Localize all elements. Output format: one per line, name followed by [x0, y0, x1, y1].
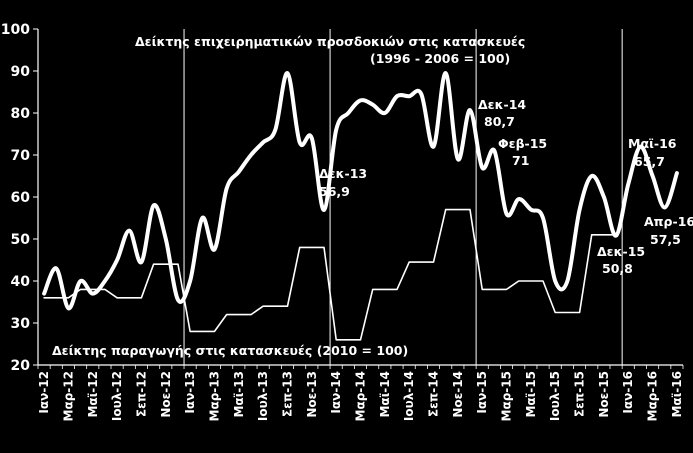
x-tick-label: Μαϊ-14: [378, 371, 392, 418]
dec15-value: 50,8: [602, 261, 633, 276]
x-axis: Ιαν-12 Μαρ-12 Μαϊ-12 Ιουλ-12 Σεπ-12 Νοε-12 Ιαν…: [37, 364, 684, 421]
x-tick-label: Ιαν-16: [621, 371, 635, 414]
x-tick-label: Ιουλ-13: [256, 371, 270, 421]
production-index-line: [43, 208, 617, 341]
dec15-label: Δεκ-15: [597, 244, 645, 259]
x-tick-label: Μαϊ-12: [86, 371, 100, 418]
series-lines: [42, 71, 679, 341]
dec14-label: Δεκ-14: [478, 97, 526, 112]
x-tick-label: Νοε-13: [305, 371, 319, 418]
x-tick-label: Μαρ-16: [646, 371, 660, 421]
y-tick-label: 50: [11, 232, 31, 248]
y-tick-label: 70: [11, 148, 31, 164]
series2-title: Δείκτης παραγωγής στις κατασκευές (2010 …: [52, 343, 408, 358]
x-tick-label: Ιουλ-15: [548, 371, 562, 421]
x-tick-label: Ιουλ-14: [402, 371, 416, 421]
may16-label: Μαϊ-16: [628, 136, 677, 151]
series1-title: Δείκτης επιχειρηματικών προσδοκιών στις …: [135, 34, 525, 49]
feb15-label: Φεβ-15: [498, 136, 547, 151]
may16-value: 65,7: [634, 154, 665, 169]
x-tick-label: Νοε-14: [451, 371, 465, 418]
x-tick-label: Νοε-12: [159, 371, 173, 418]
x-tick-label: Μαϊ-16: [670, 371, 684, 418]
dec13-value: 56,9: [319, 184, 350, 199]
x-tick-label: Νοε-15: [597, 371, 611, 418]
x-tick-label: Μαϊ-15: [524, 371, 538, 418]
y-axis: 20 30 40 50 60 70 80 90 100: [1, 22, 39, 374]
dec13-label: Δεκ-13: [319, 166, 367, 181]
x-tick-label: Ιαν-13: [183, 371, 197, 414]
y-tick-label: 100: [1, 22, 30, 38]
annotations: Δείκτης επιχειρηματικών προσδοκιών στις …: [52, 34, 693, 358]
y-tick-label: 40: [11, 274, 31, 290]
x-tick-label: Σεπ-12: [134, 371, 148, 417]
x-tick-label: Μαρ-15: [500, 371, 514, 421]
series1-subtitle: (1996 - 2006 = 100): [370, 51, 510, 66]
y-tick-label: 30: [11, 316, 31, 332]
x-tick-label: Ιαν-15: [475, 371, 489, 414]
x-tick-label: Μαρ-13: [207, 371, 221, 421]
y-tick-label: 60: [11, 190, 31, 206]
y-tick-label: 20: [11, 358, 31, 374]
feb15-value: 71: [512, 153, 529, 168]
y-tick-label: 80: [11, 106, 31, 122]
x-tick-label: Σεπ-15: [573, 371, 587, 417]
y-tick-label: 90: [11, 64, 31, 80]
x-tick-label: Ιαν-14: [329, 371, 343, 414]
x-tick-label: Σεπ-13: [280, 371, 294, 417]
dec14-value: 80,7: [484, 114, 515, 129]
apr16-value: 57,5: [650, 232, 681, 247]
x-tick-label: Μαρ-14: [354, 371, 368, 421]
x-tick-label: Σεπ-14: [427, 371, 441, 417]
x-tick-label: Μαρ-12: [61, 371, 75, 421]
apr16-label: Απρ-16: [644, 214, 693, 229]
x-tick-label: Ιαν-12: [37, 371, 51, 414]
expectations-index-line: [42, 71, 679, 311]
x-tick-label: Ιουλ-12: [110, 371, 124, 421]
x-tick-label: Μαϊ-13: [232, 371, 246, 418]
year-dividers: [183, 29, 623, 365]
